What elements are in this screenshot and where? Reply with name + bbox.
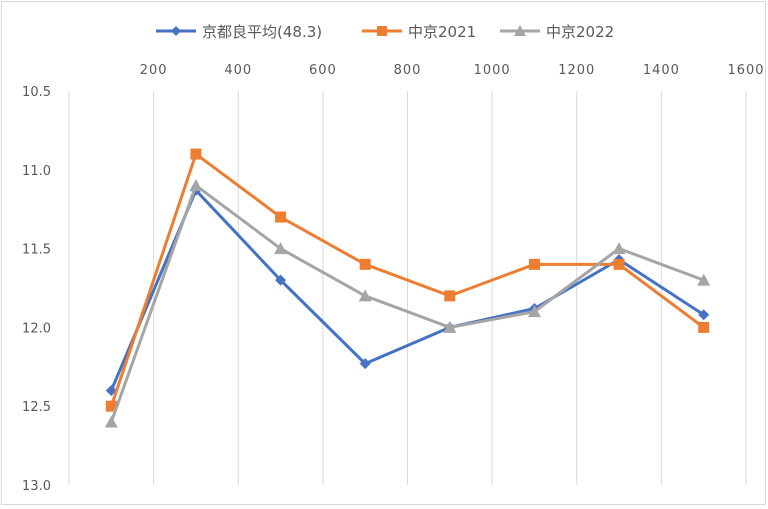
series-1 xyxy=(105,148,710,412)
x-tick-label: 200 xyxy=(140,63,168,78)
x-tick-label: 1600 xyxy=(727,63,764,78)
data-point xyxy=(104,415,118,428)
data-point xyxy=(275,274,287,286)
x-tick-label: 1200 xyxy=(558,63,595,78)
x-tick-label: 600 xyxy=(309,63,337,78)
series-line xyxy=(109,184,705,423)
data-point xyxy=(358,289,372,302)
data-point xyxy=(359,258,371,270)
data-point xyxy=(274,242,288,255)
y-tick-label: 12.0 xyxy=(22,321,51,336)
legend-label: 京都良平均(48.3) xyxy=(202,23,322,41)
data-point xyxy=(275,211,287,223)
y-tick-label: 12.5 xyxy=(22,400,51,415)
grid xyxy=(153,91,747,485)
data-point xyxy=(105,400,117,412)
x-tick-label: 800 xyxy=(394,63,422,78)
y-tick-label: 11.0 xyxy=(22,164,51,179)
x-tick-label: 1400 xyxy=(643,63,680,78)
legend: 京都良平均(48.3) 中京2021 中京2022 xyxy=(156,23,614,41)
series-line xyxy=(109,188,705,392)
y-tick-label: 10.5 xyxy=(22,85,51,100)
y-tick-label: 11.5 xyxy=(22,243,51,258)
data-point xyxy=(698,309,710,321)
legend-item-2: 中京2022 xyxy=(500,23,614,41)
data-point xyxy=(105,384,117,396)
data-point xyxy=(613,258,625,270)
data-point xyxy=(377,26,387,36)
legend-item-1: 中京2021 xyxy=(362,23,476,41)
data-point xyxy=(698,321,710,333)
data-point xyxy=(528,258,540,270)
x-tick-label: 1000 xyxy=(474,63,511,78)
legend-label: 中京2022 xyxy=(546,23,614,41)
series xyxy=(104,148,711,428)
data-point xyxy=(190,148,202,160)
series-line xyxy=(109,152,705,407)
data-point xyxy=(443,320,457,333)
data-point xyxy=(171,26,181,36)
data-point xyxy=(189,179,203,192)
x-tick-label: 400 xyxy=(224,63,252,78)
data-point xyxy=(359,358,371,370)
legend-label: 中京2021 xyxy=(408,23,476,41)
y-tick-label: 13.0 xyxy=(22,479,51,494)
data-point xyxy=(444,290,456,302)
data-point xyxy=(514,25,526,36)
series-2 xyxy=(104,179,711,428)
data-point xyxy=(527,305,541,318)
legend-item-0: 京都良平均(48.3) xyxy=(156,23,322,41)
data-point xyxy=(697,273,711,286)
data-point xyxy=(612,242,626,255)
axes: 200 400 600 800 1000 1200 1400 1600 10.5 11.0 11.5… xyxy=(22,63,764,494)
